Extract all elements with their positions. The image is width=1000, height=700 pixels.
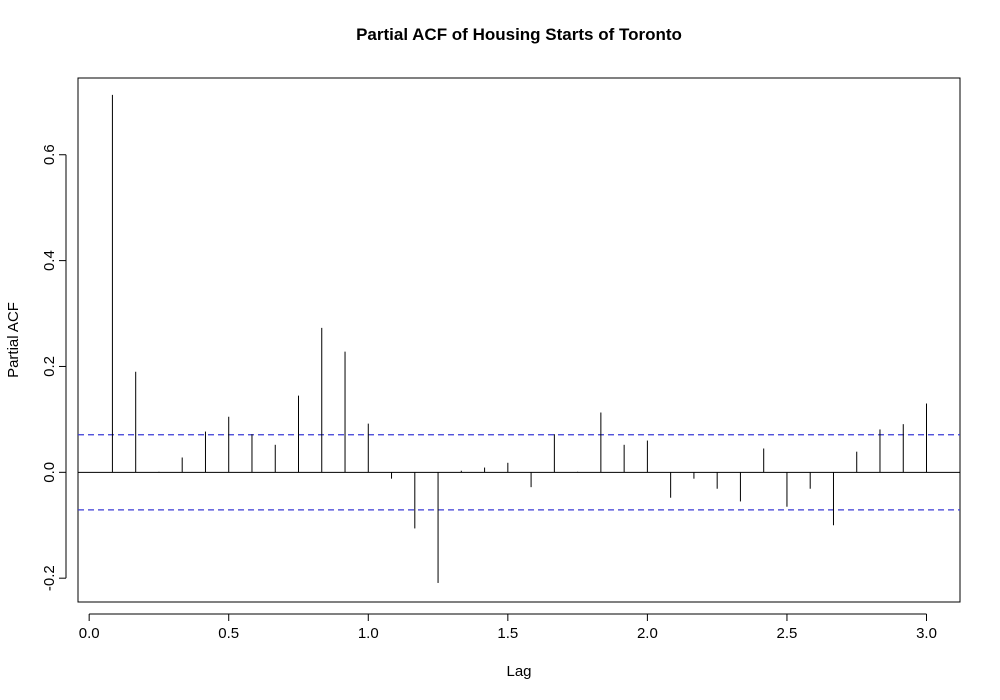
y-tick-label: -0.2 [41,565,58,591]
y-tick-label: 0.4 [41,250,58,271]
x-tick-label: 1.5 [497,625,518,642]
y-axis: -0.2 0.0 0.2 0.4 0.6 [41,144,67,591]
x-tick-label: 0.0 [79,625,100,642]
y-tick-label: 0.0 [41,462,58,483]
x-axis: 0.0 0.5 1.0 1.5 2.0 2.5 3.0 [79,613,937,642]
y-tick-label: 0.6 [41,144,58,165]
plot-frame [77,77,961,603]
x-tick-label: 0.5 [218,625,239,642]
x-axis-label: Lag [506,663,531,680]
y-tick-label: 0.2 [41,356,58,377]
confidence-bounds [78,434,960,511]
x-tick-label: 1.0 [358,625,379,642]
y-axis-label: Partial ACF [5,302,22,378]
x-tick-label: 2.5 [777,625,798,642]
x-tick-label: 2.0 [637,625,658,642]
pacf-spikes [111,94,928,583]
x-tick-label: 3.0 [916,625,937,642]
chart-title: Partial ACF of Housing Starts of Toronto [356,25,682,44]
